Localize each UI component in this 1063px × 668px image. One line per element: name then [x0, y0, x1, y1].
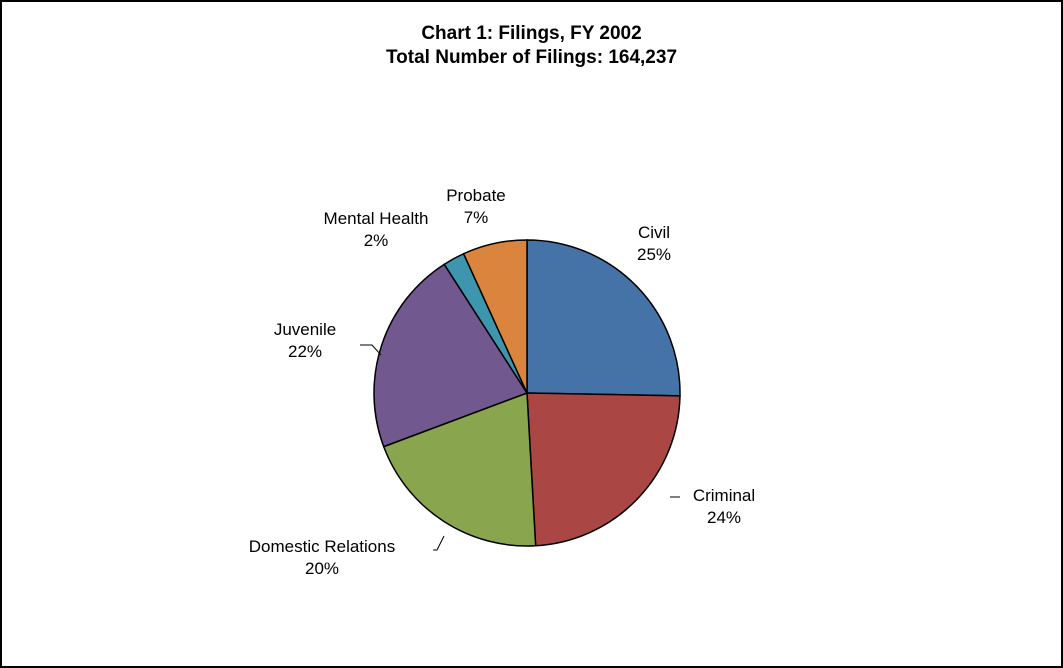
slice-percent-mental-health: 2% — [364, 231, 389, 250]
slice-percent-criminal: 24% — [707, 508, 741, 527]
slice-label-domestic-relations: Domestic Relations — [249, 537, 395, 556]
slice-label-civil: Civil — [638, 223, 670, 242]
slice-label-juvenile: Juvenile — [274, 320, 336, 339]
pie-slice-criminal — [526, 392, 681, 547]
pie-slice-civil — [526, 239, 681, 397]
pie-slice-domestic-relations — [382, 391, 537, 547]
chart-title: Chart 1: Filings, FY 2002 — [421, 23, 642, 44]
slice-percent-civil: 25% — [637, 245, 671, 264]
leader-line-domestic-relations — [433, 535, 445, 551]
slice-label-mental-health: Mental Health — [324, 209, 429, 228]
slice-label-probate: Probate — [446, 186, 506, 205]
slice-percent-juvenile: 22% — [288, 342, 322, 361]
slice-label-criminal: Criminal — [693, 486, 755, 505]
slice-percent-domestic-relations: 20% — [305, 559, 339, 578]
slice-percent-probate: 7% — [464, 208, 489, 227]
chart-title-block: Chart 1: Filings, FY 2002 Total Number o… — [2, 22, 1061, 70]
pie-slice-juvenile — [373, 263, 529, 448]
chart-subtitle: Total Number of Filings: 164,237 — [385, 47, 678, 68]
leader-line-juvenile — [360, 344, 382, 356]
pie-slice-probate — [462, 239, 528, 394]
